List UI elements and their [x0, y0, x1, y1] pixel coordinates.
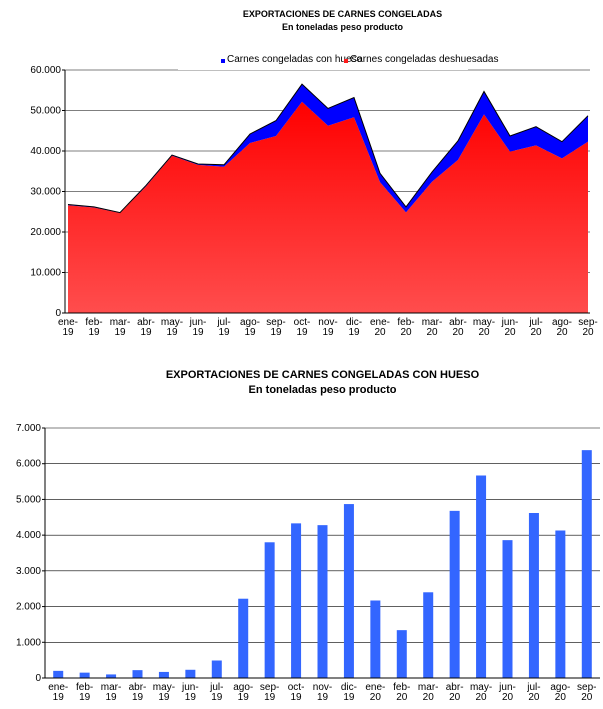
bar	[476, 475, 487, 678]
y-tick-label: 60.000	[30, 65, 61, 76]
y-tick-label: 1.000	[16, 637, 41, 648]
legend-swatch	[221, 59, 225, 63]
legend-box	[178, 55, 468, 70]
bar	[343, 504, 354, 678]
x-tick-label: ene-19	[48, 682, 68, 703]
y-tick-label: 20.000	[30, 227, 61, 238]
chart-title: EXPORTACIONES DE CARNES CONGELADAS	[243, 9, 442, 19]
y-tick-label: 6.000	[16, 459, 41, 470]
x-tick-label: ago-19	[240, 317, 260, 338]
x-tick-label: mar-20	[418, 682, 439, 703]
x-tick-label: dic-19	[346, 317, 362, 338]
y-tick-label: 0	[55, 308, 61, 319]
bar	[53, 670, 64, 678]
legend-label: Carnes congeladas con hueso	[227, 54, 363, 65]
x-tick-label: mar-19	[101, 682, 122, 703]
x-tick-label: nov-19	[313, 682, 332, 703]
x-tick-label: sep-19	[266, 317, 285, 338]
x-tick-label: sep-20	[577, 682, 596, 703]
x-tick-label: jun-19	[181, 682, 199, 703]
x-tick-label: may-20	[470, 682, 492, 703]
bar	[132, 670, 143, 678]
bar	[211, 660, 222, 678]
y-tick-label: 30.000	[30, 187, 61, 198]
y-tick-label: 40.000	[30, 146, 61, 157]
x-tick-label: feb-19	[76, 682, 93, 703]
chart-title: EXPORTACIONES DE CARNES CONGELADAS CON H…	[166, 369, 480, 381]
x-tick-label: jul-19	[216, 317, 230, 338]
x-tick-label: ago-20	[552, 317, 572, 338]
x-tick-label: feb-20	[393, 682, 410, 703]
legend-label: Carnes congeladas deshuesadas	[350, 54, 498, 65]
total-line	[67, 83, 589, 214]
bar	[158, 671, 169, 678]
x-tick-label: abr-19	[137, 317, 155, 338]
x-tick-label: sep-20	[578, 317, 597, 338]
x-tick-label: ene-20	[370, 317, 390, 338]
x-tick-label: jun-20	[498, 682, 516, 703]
bar	[79, 672, 90, 678]
y-tick-label: 5.000	[16, 494, 41, 505]
x-tick-label: sep-19	[260, 682, 279, 703]
bar	[581, 450, 592, 678]
x-tick-label: may-20	[473, 317, 495, 338]
area	[68, 84, 588, 213]
x-tick-label: may-19	[161, 317, 183, 338]
x-tick-label: abr-20	[446, 682, 464, 703]
bar	[291, 523, 302, 678]
x-tick-label: ago-19	[233, 682, 253, 703]
y-tick-label: 4.000	[16, 530, 41, 541]
bar	[370, 600, 381, 678]
x-tick-label: ene-19	[58, 317, 78, 338]
x-tick-label: dic-19	[341, 682, 357, 703]
x-tick-label: mar-20	[422, 317, 443, 338]
bar	[317, 525, 328, 678]
chart-subtitle: En toneladas peso producto	[249, 384, 397, 396]
y-tick-label: 10.000	[30, 268, 61, 279]
x-tick-label: ene-20	[365, 682, 385, 703]
x-tick-label: oct-19	[288, 682, 305, 703]
y-tick-label: 50.000	[30, 106, 61, 117]
x-tick-label: abr-19	[129, 682, 147, 703]
x-tick-label: ago-20	[550, 682, 570, 703]
chart-subtitle: En toneladas peso producto	[282, 22, 404, 32]
bar	[502, 540, 513, 678]
x-tick-label: jun-19	[189, 317, 207, 338]
bar	[106, 674, 117, 678]
bar	[449, 510, 460, 678]
x-tick-label: abr-20	[449, 317, 467, 338]
x-tick-label: mar-19	[110, 317, 131, 338]
bar	[238, 598, 249, 678]
bar	[423, 592, 434, 678]
bar	[185, 669, 196, 678]
x-tick-label: oct-19	[294, 317, 311, 338]
bar	[528, 513, 539, 678]
y-tick-label: 2.000	[16, 602, 41, 613]
x-tick-label: jul-20	[528, 317, 542, 338]
legend-swatch	[344, 59, 348, 63]
x-tick-label: may-19	[153, 682, 175, 703]
bar	[264, 542, 275, 678]
bar	[396, 630, 407, 678]
y-tick-label: 3.000	[16, 566, 41, 577]
y-tick-label: 0	[35, 673, 41, 684]
x-tick-label: jul-19	[209, 682, 223, 703]
x-tick-label: nov-19	[318, 317, 337, 338]
area	[68, 101, 588, 313]
x-tick-label: feb-19	[85, 317, 102, 338]
bar	[555, 530, 566, 678]
y-tick-label: 7.000	[16, 423, 41, 434]
x-tick-label: feb-20	[397, 317, 414, 338]
x-tick-label: jun-20	[501, 317, 519, 338]
x-tick-label: jul-20	[526, 682, 540, 703]
